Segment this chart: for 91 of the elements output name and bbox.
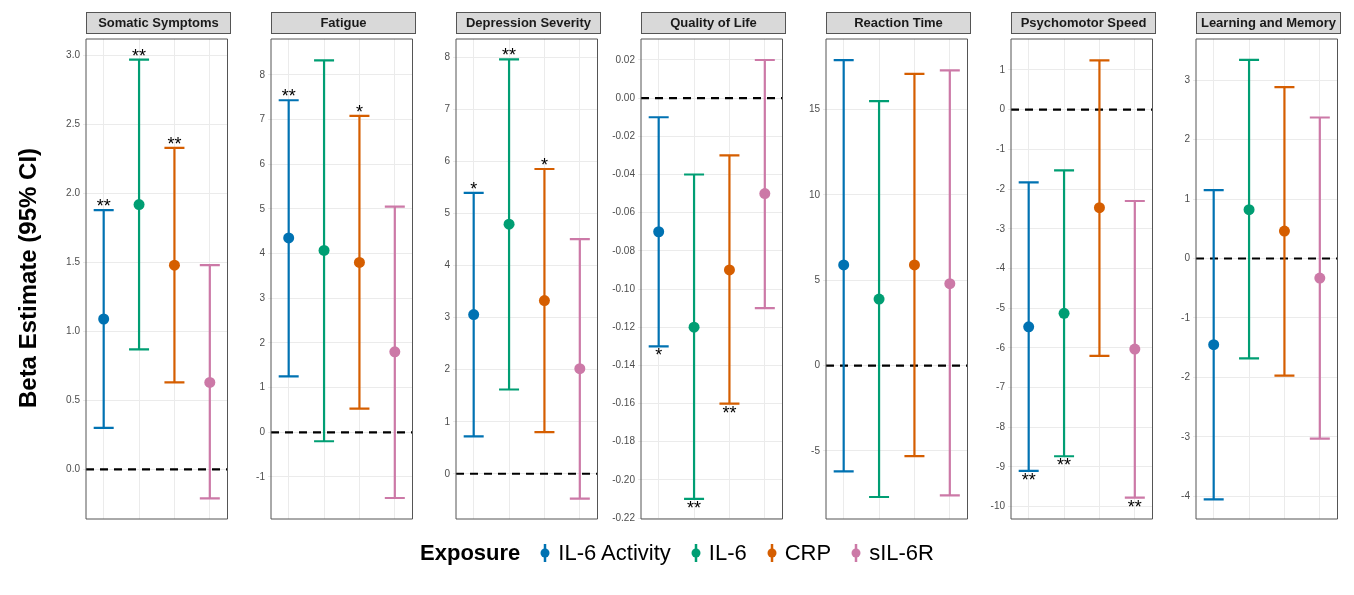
y-tick-label: -0.20 — [612, 473, 636, 485]
y-tick-label: 1.5 — [66, 256, 81, 268]
y-tick-label: 3 — [444, 311, 451, 323]
y-tick-label: -10 — [990, 500, 1006, 512]
y-tick-label: 0.00 — [615, 91, 636, 103]
y-tick-label: -4 — [996, 262, 1006, 274]
y-tick-label: -7 — [996, 381, 1006, 393]
chart-title: Depression Severity — [456, 12, 601, 34]
legend-label: CRP — [784, 540, 832, 566]
y-tick-label: -8 — [996, 421, 1006, 433]
legend-label: IL-6 Activity — [558, 540, 671, 566]
annotation: ** — [96, 196, 111, 216]
chart-title: Fatigue — [271, 12, 416, 34]
legend-title: Exposure — [420, 540, 521, 566]
y-tick-label: -2 — [1181, 371, 1191, 383]
y-tick-label: -6 — [996, 341, 1006, 353]
annotation: ** — [281, 86, 296, 107]
y-tick-label: 3 — [1184, 73, 1191, 85]
y-tick-label: -0.14 — [612, 359, 636, 371]
y-tick-label: 2.5 — [66, 118, 81, 130]
y-axis-title: Beta Estimate (95% CI) — [14, 147, 42, 409]
annotation: ** — [502, 45, 517, 66]
y-tick-label: 8 — [259, 68, 266, 80]
y-tick-label: -1 — [996, 143, 1006, 155]
chart-title: Reaction Time — [826, 12, 971, 34]
annotation: ** — [687, 497, 702, 518]
y-tick-label: -3 — [996, 222, 1006, 234]
y-tick-label: 7 — [259, 113, 266, 125]
annotation: * — [540, 154, 548, 175]
y-tick-label: 8 — [444, 51, 451, 63]
y-tick-label: 2 — [1184, 133, 1191, 145]
legend-label: IL-6 — [708, 540, 747, 566]
chart-title: Quality of Life — [641, 12, 786, 34]
y-tick-label: 1 — [259, 381, 266, 393]
y-tick-label: 0 — [999, 103, 1006, 115]
y-tick-label: 0.5 — [66, 394, 81, 406]
annotation: ** — [1057, 455, 1072, 476]
y-tick-label: 1 — [999, 63, 1006, 75]
chart-title: Learning and Memory — [1196, 12, 1341, 34]
chart-title: Somatic Symptoms — [86, 12, 231, 34]
annotation: ** — [1127, 496, 1142, 517]
y-tick-label: -0.16 — [612, 397, 636, 409]
y-tick-label: -0.10 — [612, 282, 636, 294]
chart-title: Psychomotor Speed — [1011, 12, 1156, 34]
y-tick-label: 0 — [444, 467, 451, 479]
annotation: * — [655, 345, 663, 366]
y-tick-label: 6 — [259, 157, 266, 169]
y-tick-label: 10 — [808, 188, 821, 200]
y-tick-label: 15 — [808, 103, 821, 115]
y-tick-label: 3.0 — [66, 49, 81, 61]
y-tick-label: 4 — [444, 259, 451, 271]
y-tick-label: -0.02 — [612, 130, 636, 142]
y-tick-label: -1 — [256, 470, 266, 482]
y-tick-label: 5 — [259, 202, 266, 214]
annotation: ** — [722, 402, 737, 423]
y-tick-label: -9 — [996, 460, 1006, 472]
y-tick-label: -4 — [1181, 490, 1191, 502]
annotation: * — [355, 101, 363, 122]
y-tick-label: -0.22 — [612, 511, 636, 523]
y-tick-label: 1 — [1184, 192, 1191, 204]
y-tick-label: -0.08 — [612, 244, 636, 256]
y-tick-label: 2 — [259, 336, 266, 348]
y-tick-label: 5 — [814, 274, 821, 286]
y-tick-label: -3 — [1181, 430, 1191, 442]
annotation: ** — [1021, 469, 1036, 490]
y-tick-label: -0.12 — [612, 320, 636, 332]
y-tick-label: 0 — [259, 426, 266, 438]
y-tick-label: 6 — [444, 155, 451, 167]
y-tick-label: -5 — [996, 301, 1006, 313]
annotation: * — [470, 178, 478, 199]
y-tick-label: 0.02 — [615, 53, 636, 65]
y-tick-label: 1 — [444, 415, 451, 427]
y-tick-label: -1 — [1181, 311, 1191, 323]
annotation: ** — [132, 45, 147, 66]
y-tick-label: 2 — [444, 363, 451, 375]
legend-label: sIL-6R — [869, 540, 934, 566]
y-tick-label: -2 — [996, 182, 1006, 194]
y-tick-label: 7 — [444, 103, 451, 115]
y-tick-label: 5 — [444, 207, 451, 219]
y-tick-label: 0.0 — [66, 463, 81, 475]
y-tick-label: -0.18 — [612, 435, 636, 447]
y-tick-label: 0 — [1184, 252, 1191, 264]
y-tick-label: 3 — [259, 291, 266, 303]
y-tick-label: 0 — [814, 359, 821, 371]
y-tick-label: 1.0 — [66, 325, 81, 337]
y-tick-label: -0.06 — [612, 206, 636, 218]
y-tick-label: 4 — [259, 247, 266, 259]
annotation: ** — [167, 133, 182, 154]
y-tick-label: -0.04 — [612, 168, 636, 180]
y-tick-label: -5 — [811, 444, 821, 456]
y-tick-label: 2.0 — [66, 187, 81, 199]
